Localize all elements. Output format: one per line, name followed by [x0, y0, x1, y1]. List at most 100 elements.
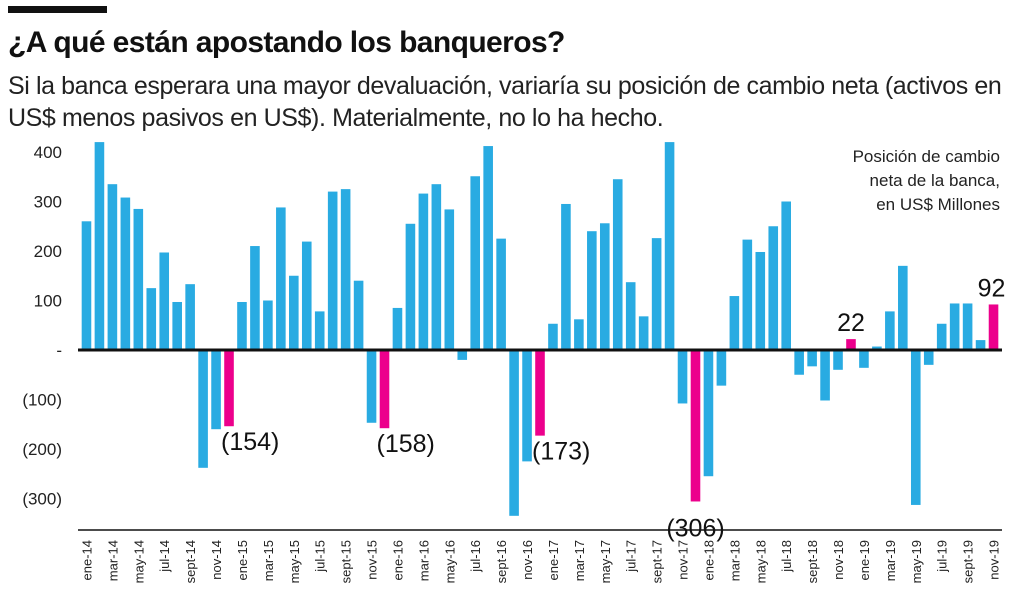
x-tick-label: sept-16 — [494, 540, 509, 583]
value-callout: 92 — [978, 275, 1006, 303]
y-tick-label: (300) — [22, 490, 62, 509]
bar — [431, 184, 442, 350]
bar — [185, 284, 195, 350]
x-tick-label: ene-17 — [546, 540, 561, 580]
y-tick-label: 100 — [34, 292, 62, 311]
x-tick-label: jul-19 — [935, 540, 950, 573]
bar-highlight — [379, 350, 390, 429]
y-tick-label: (200) — [22, 440, 62, 459]
bar — [301, 241, 312, 350]
bar — [923, 350, 934, 365]
bar — [677, 350, 688, 404]
x-tick-label: ene-15 — [235, 540, 250, 580]
bar — [314, 311, 325, 350]
x-tick-label: ene-19 — [857, 540, 872, 580]
bar — [820, 350, 830, 401]
bar — [470, 176, 481, 350]
bar — [276, 207, 286, 350]
x-tick-label: ene-16 — [391, 540, 406, 580]
x-tick-label: mar-17 — [572, 540, 587, 581]
x-tick-label: sept-18 — [805, 540, 820, 583]
bar — [561, 203, 571, 350]
legend-line: Posición de cambio — [852, 147, 1000, 166]
bar — [703, 350, 714, 477]
bar — [574, 319, 584, 350]
bar — [81, 221, 92, 350]
x-tick-label: may-18 — [753, 540, 768, 583]
x-tick-label: nov-17 — [676, 540, 691, 580]
bar — [198, 350, 208, 468]
bar — [120, 197, 131, 350]
bar — [587, 231, 597, 350]
bar — [159, 252, 170, 351]
value-callout: (154) — [221, 428, 279, 456]
x-tick-label: jul-18 — [779, 540, 794, 573]
bar — [742, 239, 753, 351]
bar — [237, 301, 247, 351]
bar — [172, 301, 182, 351]
bar — [975, 340, 986, 350]
bar — [405, 223, 416, 350]
x-tick-label: nov-18 — [831, 540, 846, 580]
bar — [638, 316, 649, 350]
bar — [340, 189, 351, 351]
legend-line: en US$ Millones — [876, 195, 1000, 214]
bar — [418, 193, 429, 350]
bar — [444, 209, 455, 350]
bar — [263, 300, 273, 350]
bar — [768, 226, 779, 350]
x-tick-label: nov-19 — [987, 540, 1002, 580]
y-tick-label: 300 — [34, 193, 62, 212]
bar — [496, 238, 506, 351]
bar — [483, 146, 493, 350]
x-tick-label: ene-14 — [80, 540, 95, 580]
x-tick-label: mar-19 — [883, 540, 898, 581]
bar-highlight — [988, 304, 999, 350]
bar — [833, 350, 843, 370]
bar — [651, 238, 662, 350]
y-tick-label: (100) — [22, 391, 62, 410]
x-tick-label: nov-16 — [520, 540, 535, 580]
x-tick-label: mar-14 — [105, 540, 120, 581]
bar — [936, 323, 947, 350]
bar-highlight — [846, 339, 856, 350]
bar — [755, 251, 766, 350]
bar — [781, 201, 791, 350]
header-accent-bar — [8, 6, 107, 13]
x-tick-label: jul-15 — [313, 540, 328, 573]
value-callout: (173) — [532, 438, 590, 466]
bar-highlight — [690, 350, 701, 502]
x-tick-label: ene-18 — [702, 540, 717, 580]
x-tick-label: may-15 — [287, 540, 302, 583]
bar — [910, 350, 921, 505]
bar — [509, 350, 519, 516]
x-tick-label: may-19 — [909, 540, 924, 583]
y-tick-label: - — [56, 341, 62, 360]
chart-subtitle: Si la banca esperara una mayor devaluaci… — [8, 72, 1002, 132]
x-tick-label: jul-14 — [157, 540, 172, 573]
x-tick-label: sept-14 — [183, 540, 198, 583]
bar — [599, 223, 610, 350]
x-tick-label: nov-15 — [365, 540, 380, 580]
x-tick-label: mar-15 — [261, 540, 276, 581]
x-tick-label: sept-15 — [339, 540, 354, 583]
bar — [457, 350, 468, 360]
x-tick-label: may-17 — [598, 540, 613, 583]
bar — [872, 346, 882, 350]
x-tick-label: may-16 — [442, 540, 457, 583]
bar — [625, 282, 636, 350]
x-tick-label: may-14 — [131, 540, 146, 583]
bar — [898, 265, 908, 350]
chart-legend: Posición de cambio neta de la banca, en … — [853, 145, 1000, 217]
bar — [133, 208, 144, 350]
bar — [366, 350, 377, 423]
bar — [146, 288, 157, 351]
x-tick-label: mar-18 — [727, 540, 742, 581]
bar — [289, 275, 299, 350]
x-tick-label: mar-16 — [416, 540, 431, 581]
x-tick-label: jul-17 — [624, 540, 639, 573]
bar — [250, 246, 260, 350]
bar — [548, 323, 558, 350]
bar — [949, 303, 960, 350]
value-callout: 22 — [837, 309, 865, 337]
